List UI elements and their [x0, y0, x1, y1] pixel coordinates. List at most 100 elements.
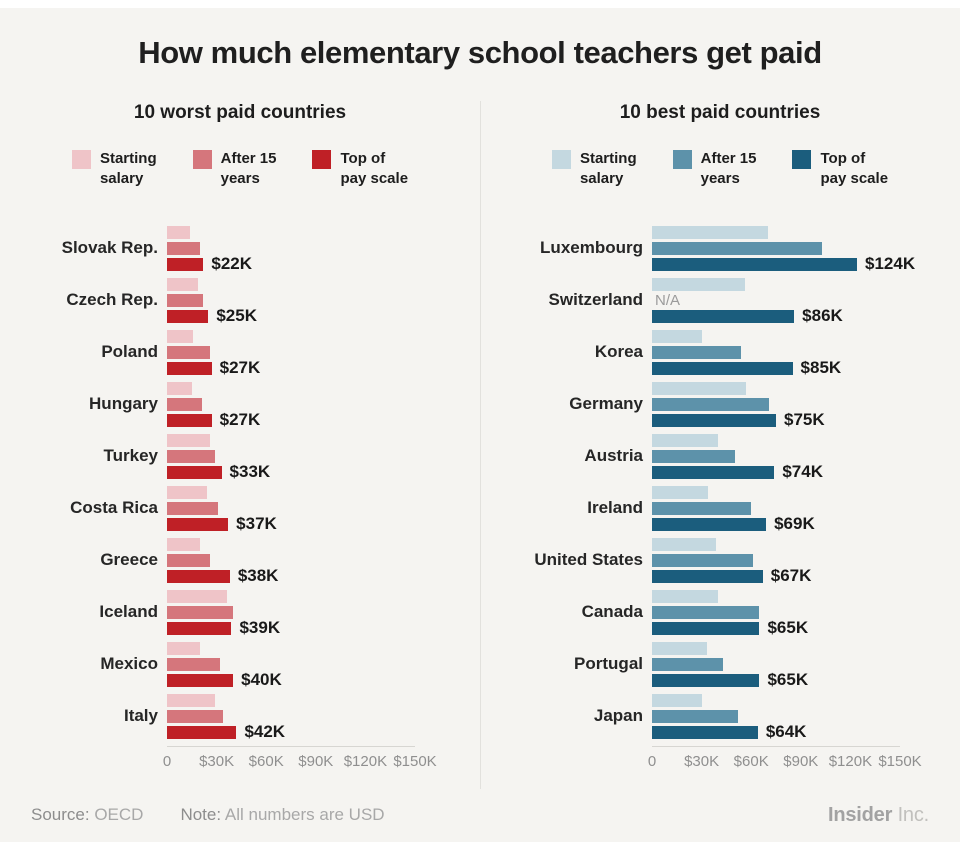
bar-line	[167, 589, 280, 603]
country-row-czech-rep-: Czech Rep. $25K	[0, 277, 480, 325]
bar-line	[167, 293, 257, 307]
country-label: Mexico	[100, 654, 158, 674]
bar-after-15-years	[652, 345, 742, 359]
legend-item-starting-salary: Starting salary	[71, 149, 157, 189]
bar-line	[652, 589, 808, 603]
vertical-divider	[480, 101, 481, 789]
bar-line	[652, 553, 811, 567]
country-label: Greece	[100, 550, 158, 570]
bar-line	[652, 657, 808, 671]
x-axis-line	[652, 745, 900, 747]
axis-tick: $150K	[393, 752, 437, 770]
bar-top-of-pay-scale	[167, 569, 230, 583]
bar-group: $75K	[652, 381, 825, 430]
bar-group: $25K	[167, 277, 257, 325]
country-label: Canada	[581, 602, 643, 622]
country-label: Austria	[584, 446, 643, 466]
top-border-strip	[0, 0, 960, 8]
bar-after-15-years	[167, 397, 202, 411]
bar-line	[167, 277, 257, 291]
value-label: $64K	[765, 722, 807, 742]
x-axis: 0 $30K $60K $90K $120K $150K	[648, 745, 922, 773]
country-row-slovak-rep-: Slovak Rep. $22K	[0, 225, 480, 273]
bar-line	[652, 485, 815, 499]
bar-line	[652, 433, 823, 447]
axis-tick: $120K	[343, 752, 388, 770]
bar-after-15-years	[652, 657, 724, 671]
country-label: Turkey	[103, 446, 159, 466]
bar-top-of-pay-scale	[167, 725, 237, 739]
legend-swatch-icon	[192, 150, 212, 169]
country-row-italy: Italy $42K	[0, 693, 480, 741]
value-label: $85K	[800, 358, 842, 378]
bar-group: $37K	[167, 485, 277, 533]
bar-line	[652, 277, 843, 291]
bar-line	[652, 537, 811, 551]
value-label: $67K	[770, 566, 812, 586]
value-label: $22K	[211, 254, 252, 274]
country-row-greece: Greece $38K	[0, 537, 480, 585]
country-row-iceland: Iceland $39K	[0, 589, 480, 637]
bar-line	[167, 501, 277, 515]
value-label: $124K	[865, 254, 916, 274]
country-row-austria: Austria $74K	[480, 433, 960, 481]
bar-line	[167, 641, 282, 655]
country-label: Poland	[101, 342, 158, 362]
bar-group: $42K	[167, 693, 285, 741]
bar-top-of-pay-scale	[652, 569, 763, 583]
bar-group: $40K	[167, 641, 282, 689]
country-label: Slovak Rep.	[61, 238, 158, 258]
bar-line: $25K	[167, 306, 257, 325]
bar-starting-salary	[167, 433, 210, 447]
value-label: $75K	[784, 410, 825, 430]
country-label: Switzerland	[548, 290, 643, 310]
bar-top-of-pay-scale	[652, 361, 793, 375]
value-label: $65K	[767, 670, 809, 690]
note-text: Note: All numbers are USD	[180, 805, 384, 825]
bar-after-15-years	[652, 553, 753, 567]
bar-line	[167, 329, 260, 343]
bar-top-of-pay-scale	[652, 257, 857, 271]
bar-starting-salary	[652, 329, 702, 343]
country-row-luxembourg: Luxembourg $124K	[480, 225, 960, 274]
note-value: All numbers are USD	[224, 805, 385, 824]
country-label: Germany	[569, 394, 643, 414]
bar-group: $65K	[652, 641, 809, 690]
bar-line: $40K	[167, 670, 282, 689]
bar-line: $22K	[167, 254, 252, 273]
bar-starting-salary	[167, 225, 191, 239]
bar-starting-salary	[652, 485, 709, 499]
legend-swatch-icon	[312, 150, 332, 169]
bar-line	[167, 381, 260, 395]
bar-top-of-pay-scale	[652, 465, 775, 479]
bar-after-15-years	[167, 241, 201, 255]
bar-starting-salary	[167, 537, 201, 551]
country-label: Italy	[123, 706, 158, 726]
x-axis-line	[167, 745, 415, 747]
legend-item-top-of-pay-scale: Top of pay scale	[792, 149, 888, 189]
bar-line	[167, 241, 252, 255]
legend-label: After 15 years	[700, 150, 757, 187]
bar-top-of-pay-scale	[652, 413, 776, 427]
country-row-costa-rica: Costa Rica $37K	[0, 485, 480, 533]
source-label: Source:	[31, 805, 90, 824]
x-axis-ticks: 0 $30K $60K $90K $120K $150K	[163, 752, 437, 773]
legend-swatch-icon	[792, 150, 812, 169]
bar-group: $85K	[652, 329, 842, 378]
bar-after-15-years	[167, 501, 219, 515]
bar-line	[167, 693, 285, 707]
bar-top-of-pay-scale	[652, 309, 795, 323]
bar-after-15-years	[167, 709, 224, 723]
bar-line	[167, 605, 280, 619]
bar-top-of-pay-scale	[167, 309, 209, 323]
country-row-turkey: Turkey $33K	[0, 433, 480, 481]
bar-line	[167, 433, 270, 447]
bar-group: $67K	[652, 537, 812, 586]
legend-item-starting-salary: Starting salary	[551, 149, 637, 189]
bar-line	[652, 329, 841, 343]
bar-line: $38K	[167, 566, 278, 585]
charts-container: 10 worst paid countries Starting salary A…	[0, 101, 960, 789]
bar-starting-salary	[652, 277, 745, 291]
bar-line: N/A	[652, 292, 843, 309]
bar-starting-salary	[652, 225, 768, 239]
